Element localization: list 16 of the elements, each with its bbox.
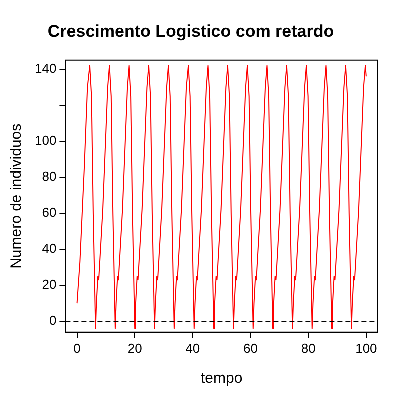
x-axis-title: tempo — [200, 370, 243, 388]
y-axis-title: Numero de individuos — [8, 124, 26, 269]
y-tick-label: 100 — [34, 133, 57, 148]
chart-title: Crescimento Logistico com retardo — [48, 22, 334, 41]
y-tick-label: 20 — [42, 277, 57, 292]
x-tick-label: 60 — [244, 340, 258, 356]
y-tick-label: 40 — [42, 241, 57, 256]
y-tick-label: 140 — [34, 60, 57, 76]
x-tick-label: 20 — [128, 340, 142, 356]
x-tick-label: 80 — [301, 340, 316, 356]
y-tick-label: 0 — [49, 313, 57, 328]
x-tick-label: 0 — [74, 340, 81, 356]
y-tick-label: 80 — [42, 169, 57, 184]
x-tick-label: 40 — [186, 340, 200, 356]
y-tick-label: 60 — [42, 205, 57, 220]
x-tick-label: 100 — [356, 340, 378, 356]
